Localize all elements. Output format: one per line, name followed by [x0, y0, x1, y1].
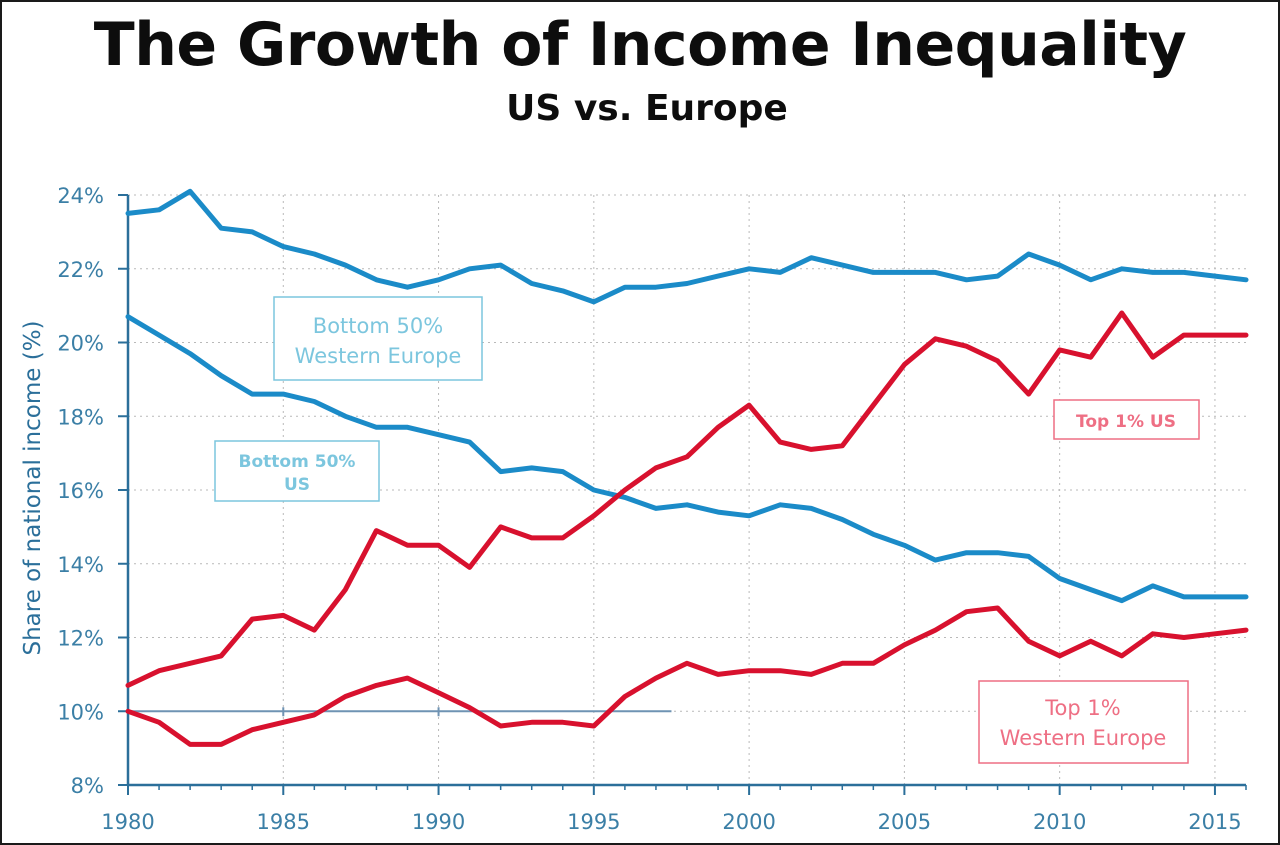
y-tick-label: 18% — [57, 405, 104, 429]
label-top1-europe-line2: Western Europe — [1000, 726, 1167, 750]
series-line-1 — [125, 314, 1249, 604]
label-bottom50-us-line2: US — [284, 475, 310, 495]
reference-line-layer — [128, 707, 672, 717]
annotation-layer: Bottom 50% Western Europe Bottom 50% US Top … — [214, 296, 1200, 764]
x-tick-label: 2000 — [722, 810, 775, 834]
chart-title: The Growth of Income Inequality — [93, 10, 1187, 80]
series-line-3 — [125, 605, 1249, 747]
y-tick-label: 24% — [57, 184, 104, 208]
x-tick-label: 2015 — [1188, 810, 1241, 834]
y-tick-label: 16% — [57, 479, 104, 503]
label-box-top1-europe — [978, 680, 1189, 764]
axes: 8% 10% 12% 14% 16% 18% 20% 22% 24% 1980 1985 1990 19… — [57, 184, 1247, 834]
y-tick-label: 14% — [57, 553, 104, 577]
y-axis-label: Share of national income (%) — [20, 320, 46, 655]
label-box-bottom50-us — [214, 440, 380, 502]
label-bottom50-us-line1: Bottom 50% — [239, 452, 356, 472]
x-tick-label: 2005 — [878, 810, 931, 834]
label-bottom50-europe-line1: Bottom 50% — [313, 314, 443, 338]
y-tick-label: 8% — [71, 774, 104, 798]
label-bottom50-europe-line2: Western Europe — [295, 344, 462, 368]
x-tick-label: 1980 — [101, 810, 154, 834]
y-tick-label: 22% — [57, 258, 104, 282]
series-line-2 — [125, 310, 1249, 688]
x-tick-label: 1990 — [412, 810, 465, 834]
x-tick-label: 2010 — [1033, 810, 1086, 834]
series-layer — [125, 188, 1249, 747]
series-line-0 — [125, 188, 1249, 305]
y-tick-label: 10% — [57, 700, 104, 724]
x-tick-label: 1995 — [567, 810, 620, 834]
x-tick-label: 1985 — [257, 810, 310, 834]
y-tick-label: 12% — [57, 627, 104, 651]
label-box-top1-us — [1053, 399, 1200, 440]
label-top1-europe-line1: Top 1% — [1044, 696, 1120, 720]
y-tick-label: 20% — [57, 332, 104, 356]
label-box-bottom50-europe — [273, 296, 483, 381]
chart-subtitle: US vs. Europe — [506, 88, 788, 129]
label-top1-us: Top 1% US — [1076, 412, 1176, 432]
